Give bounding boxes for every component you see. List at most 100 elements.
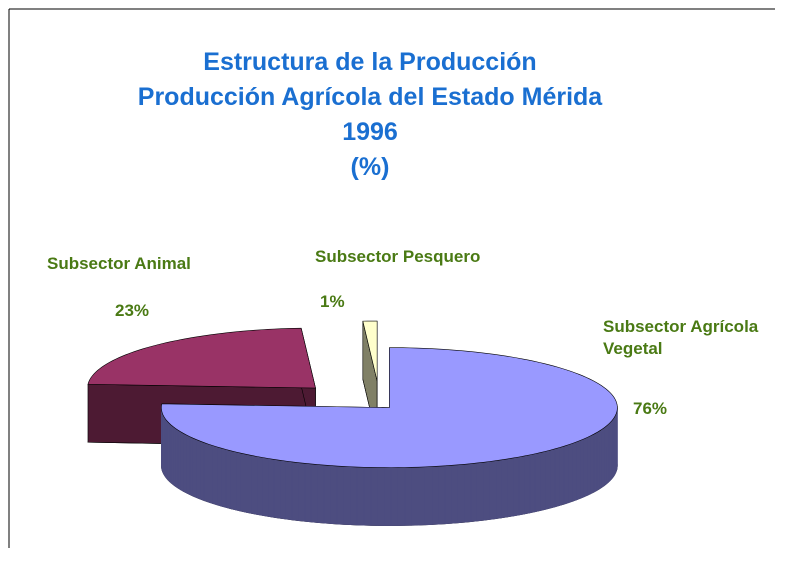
- slice-wall: [317, 464, 325, 524]
- slice-wall: [563, 444, 569, 505]
- slice-wall: [216, 446, 222, 507]
- slice-wall: [285, 460, 293, 521]
- slice-wall: [518, 455, 525, 516]
- slice-wall: [256, 456, 263, 516]
- chart-title: Estructura de la Producción: [203, 48, 537, 76]
- slice-wall: [363, 466, 372, 526]
- chart-title: 1996: [342, 118, 398, 146]
- slice-top: [87, 327, 316, 389]
- slice-wall: [323, 464, 331, 524]
- slice-wall: [273, 459, 281, 519]
- slice-wall: [177, 429, 181, 491]
- slice-wall: [170, 424, 174, 486]
- slice-wall: [596, 430, 600, 492]
- chart-title: (%): [350, 153, 390, 181]
- slice-wall: [507, 457, 514, 518]
- slice-wall: [438, 465, 446, 525]
- slice-wall: [397, 467, 406, 526]
- slice-wall: [343, 466, 351, 526]
- slice-wall: [554, 447, 560, 508]
- slice-wall: [390, 467, 399, 526]
- slice-wall: [464, 463, 472, 523]
- slice-wall: [457, 463, 465, 524]
- slice-wall: [356, 466, 365, 526]
- slice-wall: [245, 453, 252, 514]
- slice-wall: [221, 447, 227, 508]
- slice-wall: [235, 451, 242, 512]
- slice-wall: [580, 438, 585, 499]
- chart-title: Producción Agrícola del Estado Mérida: [137, 83, 603, 111]
- slice-wall: [424, 466, 433, 526]
- slice-wall: [476, 461, 484, 522]
- slice-wall: [370, 467, 378, 526]
- slice-label: Subsector Animal: [47, 254, 191, 273]
- slice-wall: [590, 433, 595, 495]
- slice-wall: [350, 466, 358, 526]
- slice-wall: [240, 452, 247, 513]
- slice-wall: [444, 465, 452, 525]
- slice-wall: [529, 453, 536, 514]
- slice-wall: [431, 465, 439, 525]
- slice-wall: [330, 465, 338, 525]
- slice-wall: [175, 427, 179, 489]
- slice-wall: [576, 439, 581, 501]
- slice-wall: [501, 458, 508, 519]
- slice-wall: [559, 445, 565, 506]
- slice-wall: [279, 459, 287, 520]
- slice-wall: [601, 427, 605, 488]
- slice-wall: [268, 458, 275, 518]
- slice-label: Subsector Agrícola Vegetal: [603, 317, 759, 358]
- slice-wall: [186, 434, 191, 496]
- value-label: 23%: [115, 301, 150, 320]
- slice-wall: [489, 460, 497, 520]
- slice-wall: [196, 439, 201, 500]
- slice-label: Subsector Pesquero: [315, 247, 481, 266]
- slice-wall: [212, 445, 218, 506]
- slice-wall: [208, 443, 213, 504]
- slice-wall: [451, 464, 459, 524]
- slice-wall: [304, 463, 312, 523]
- slice-wall: [572, 441, 577, 502]
- slice-wall: [483, 461, 490, 521]
- slice-wall: [599, 428, 603, 490]
- slice-wall: [189, 436, 194, 497]
- slice-wall: [298, 462, 306, 522]
- slice-top: [161, 347, 618, 468]
- slice-wall: [180, 431, 184, 492]
- slice-wall: [534, 452, 541, 513]
- slice-wall: [404, 467, 412, 526]
- slice-wall: [550, 448, 556, 509]
- slice-wall: [310, 463, 318, 523]
- slice-top: [362, 320, 378, 382]
- slice-wall: [583, 436, 588, 498]
- slice-wall: [587, 435, 591, 496]
- slice-wall: [173, 426, 176, 488]
- slice-wall: [183, 432, 187, 494]
- slice-wall: [513, 456, 520, 517]
- value-label: 1%: [320, 292, 345, 311]
- slice-wall: [470, 462, 478, 522]
- slice-wall: [377, 467, 385, 526]
- slice-wall: [568, 442, 573, 504]
- slice-wall: [230, 450, 237, 511]
- slice-wall: [604, 425, 607, 487]
- slice-wall: [411, 466, 419, 526]
- slice-wall: [524, 454, 531, 515]
- slice-wall: [192, 437, 197, 499]
- slice-wall: [417, 466, 426, 526]
- slice-wall: [291, 461, 299, 521]
- slice-wall: [545, 449, 551, 510]
- slice-wall: [593, 432, 598, 493]
- slice-wall: [262, 457, 269, 517]
- slice-wall: [203, 442, 209, 503]
- slice-wall: [225, 449, 232, 510]
- slice: [161, 347, 618, 526]
- slice-wall: [336, 465, 345, 525]
- slice-wall: [540, 450, 546, 511]
- slice-wall: [384, 467, 392, 526]
- slice-wall: [200, 440, 205, 502]
- slice-wall: [495, 459, 503, 520]
- slice-wall: [251, 455, 258, 515]
